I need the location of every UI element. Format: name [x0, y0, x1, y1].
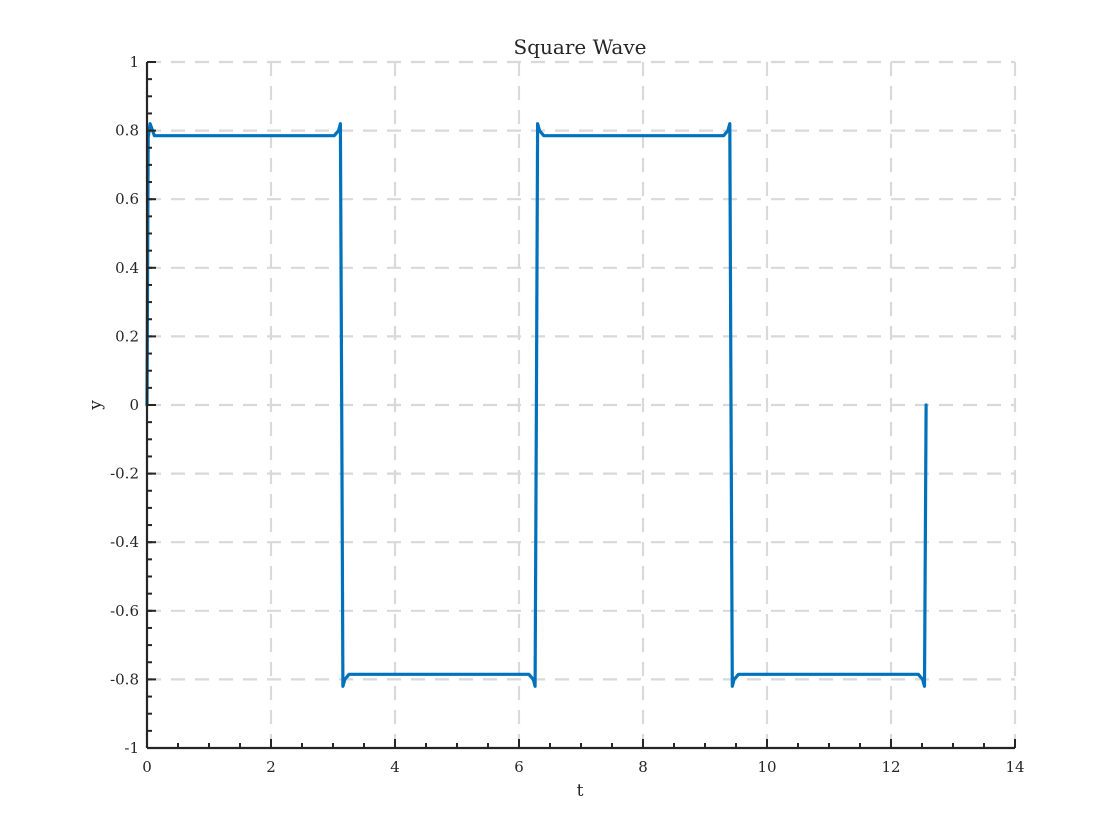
axes	[145, 61, 1016, 750]
y-tick-label: -0.6	[110, 602, 139, 620]
grid-lines	[147, 60, 1017, 748]
y-tick-label: -0.8	[110, 670, 139, 688]
y-tick-label: 0.6	[115, 190, 139, 208]
square-wave-line	[145, 122, 928, 688]
chart-title: Square Wave	[514, 35, 647, 59]
x-tick-label: 10	[757, 758, 776, 776]
y-tick-label: 1	[129, 53, 139, 71]
tick-labels: 0 2 4 6 8 10 12 14 -1 -0.8 -0.6 -0.4 -0.2 0 0.2 0.4 0.6 0…	[110, 53, 1024, 776]
y-tick-label: 0	[129, 396, 139, 414]
y-tick-label: -1	[124, 739, 139, 757]
x-axis-label: t	[577, 781, 584, 801]
plot-area	[145, 122, 928, 688]
x-tick-label: 2	[266, 758, 276, 776]
y-tick-label: 0.8	[115, 122, 139, 140]
y-tick-label: 0.2	[115, 327, 139, 345]
x-tick-label: 6	[514, 758, 524, 776]
x-tick-label: 8	[638, 758, 648, 776]
x-tick-label: 0	[142, 758, 152, 776]
y-tick-label: -0.4	[110, 533, 139, 551]
y-tick-label: 0.4	[115, 259, 139, 277]
x-tick-label: 4	[390, 758, 400, 776]
x-tick-label: 12	[881, 758, 900, 776]
y-axis-label: y	[86, 400, 106, 411]
y-tick-label: -0.2	[110, 465, 139, 483]
x-tick-label: 14	[1005, 758, 1024, 776]
